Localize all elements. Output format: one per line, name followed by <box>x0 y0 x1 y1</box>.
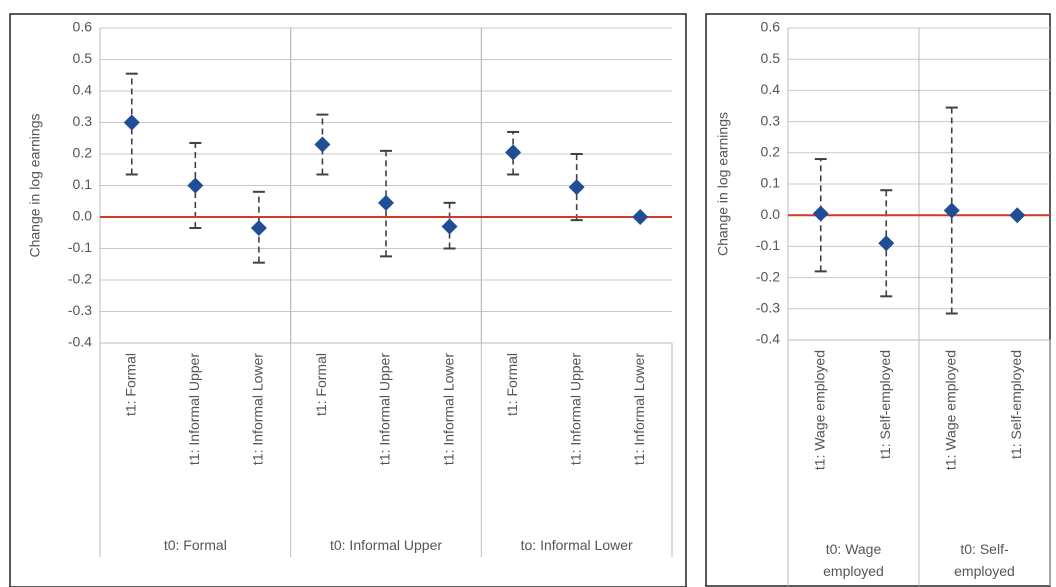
y-tick-label: 0.1 <box>73 176 93 192</box>
point <box>943 202 960 219</box>
x-tick-label: t1: Informal Upper <box>377 353 393 465</box>
x-tick-label: t1: Formal <box>122 353 138 416</box>
x-tick-label: t1: Wage employed <box>942 350 958 470</box>
point <box>441 218 458 235</box>
point <box>378 194 394 211</box>
point <box>878 235 895 252</box>
y-tick-label: 0.4 <box>73 82 93 98</box>
panel-border <box>705 13 1051 587</box>
y-tick-label: 0.0 <box>761 206 781 222</box>
point <box>568 179 585 196</box>
point <box>1009 207 1026 224</box>
y-axis-label: Change in log earnings <box>715 112 731 256</box>
x-tick-label: t1: Informal Lower <box>631 353 647 465</box>
point <box>250 220 267 237</box>
point <box>314 136 331 153</box>
group-label: t0: Wage employed <box>823 541 884 579</box>
y-axis-label: Change in log earnings <box>27 114 43 258</box>
y-tick-label: 0.2 <box>761 144 781 160</box>
y-tick-label: 0.2 <box>73 145 93 161</box>
group-label: t0: Informal Upper <box>329 537 443 553</box>
point <box>505 144 522 161</box>
point <box>187 177 204 194</box>
x-tick-label: t1: Informal Lower <box>250 353 266 465</box>
y-tick-label: 0.6 <box>73 19 93 35</box>
x-tick-label: t1: Formal <box>313 353 329 416</box>
y-tick-label: -0.2 <box>68 271 92 287</box>
y-tick-label: 0.5 <box>761 50 781 66</box>
point <box>632 209 649 225</box>
y-tick-label: -0.4 <box>756 331 780 347</box>
panel-border <box>9 13 687 587</box>
y-tick-label: -0.3 <box>68 302 92 318</box>
y-tick-label: -0.3 <box>756 300 780 316</box>
y-tick-label: -0.4 <box>68 334 92 350</box>
group-label: t0: Self-employed <box>954 541 1015 579</box>
x-tick-label: t1: Self-employed <box>1008 350 1024 459</box>
y-tick-label: 0.5 <box>73 50 93 66</box>
y-tick-label: 0.4 <box>761 81 781 97</box>
y-tick-label: 0.3 <box>761 112 781 128</box>
x-tick-label: t1: Informal Upper <box>186 353 202 465</box>
y-tick-label: -0.2 <box>756 268 780 284</box>
x-tick-label: t1: Wage employed <box>811 350 827 470</box>
y-tick-label: -0.1 <box>68 239 92 255</box>
x-tick-label: t1: Informal Upper <box>567 353 583 465</box>
y-tick-label: 0.6 <box>761 19 781 35</box>
y-tick-label: -0.1 <box>756 237 780 253</box>
point <box>123 114 140 131</box>
y-tick-label: 0.3 <box>73 113 93 129</box>
x-tick-label: t1: Informal Lower <box>440 353 456 465</box>
group-label: to: Informal Lower <box>520 537 633 553</box>
group-label: t0: Formal <box>163 537 227 553</box>
y-tick-label: 0.1 <box>761 175 781 191</box>
x-tick-label: t1: Self-employed <box>877 350 893 459</box>
x-tick-label: t1: Formal <box>504 353 520 416</box>
point <box>812 205 829 222</box>
y-tick-label: 0.0 <box>73 208 93 224</box>
